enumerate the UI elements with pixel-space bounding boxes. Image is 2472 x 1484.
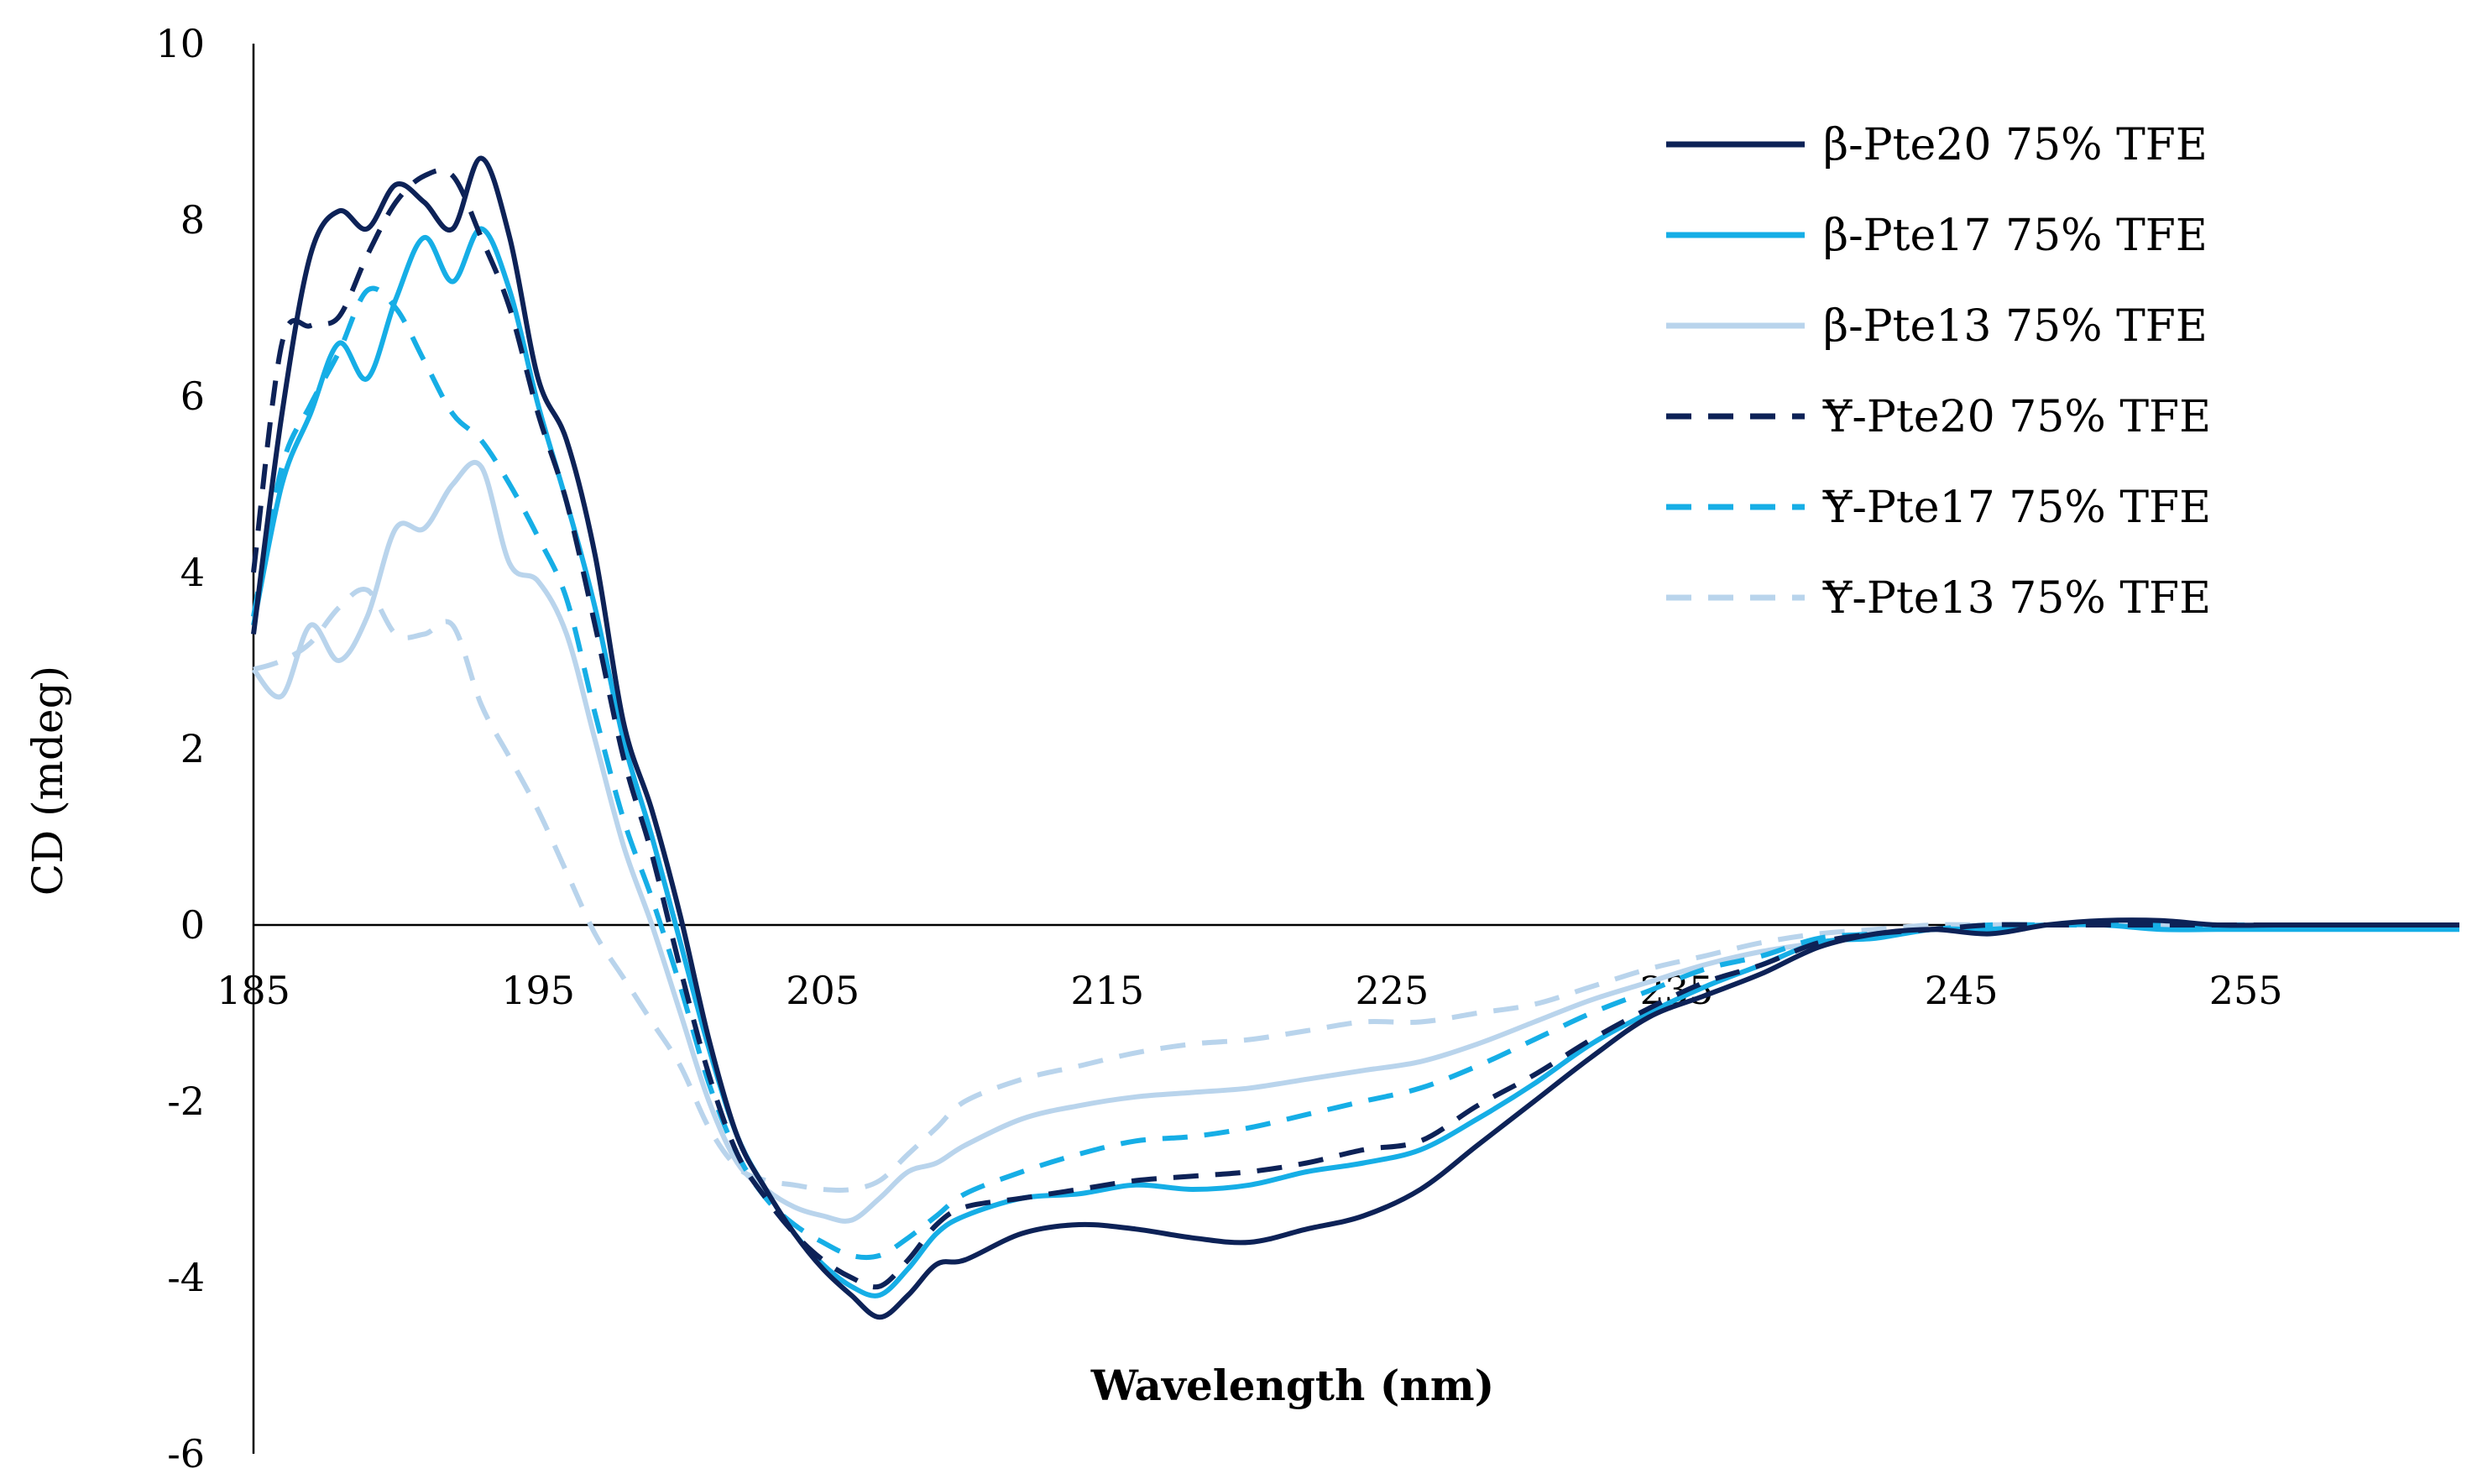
legend-label: Ɏ-Pte17 75% TFE xyxy=(1822,483,2211,533)
y-axis-ticks: 10 8 6 4 2 0 -2 -4 -6 xyxy=(155,21,205,1476)
series-line xyxy=(251,155,2459,1320)
y-tick-label: -6 xyxy=(167,1431,205,1476)
x-tick-label: 245 xyxy=(1925,968,1999,1013)
y-axis-title: CD (mdeg) xyxy=(24,666,72,896)
y-tick-label: 2 xyxy=(180,726,205,771)
x-tick-label: 205 xyxy=(786,968,860,1013)
y-tick-label: 10 xyxy=(155,21,205,66)
x-tick-label: 255 xyxy=(2209,968,2283,1013)
series-lines xyxy=(251,155,2459,1320)
y-tick-label: 4 xyxy=(180,550,205,595)
legend-label: β-Pte13 75% TFE xyxy=(1823,301,2208,352)
y-tick-label: 0 xyxy=(180,902,205,948)
y-tick-label: -4 xyxy=(167,1255,205,1300)
legend-label: Ɏ-Pte13 75% TFE xyxy=(1822,573,2211,624)
x-tick-label: 215 xyxy=(1070,968,1144,1013)
legend-label: β-Pte20 75% TFE xyxy=(1823,120,2208,170)
legend-label: Ɏ-Pte20 75% TFE xyxy=(1822,392,2211,442)
x-axis-title: Wavelength (nm) xyxy=(1090,1361,1495,1410)
series-line xyxy=(253,587,2459,1194)
legend-label: β-Pte17 75% TFE xyxy=(1823,211,2208,261)
legend: β-Pte20 75% TFE β-Pte17 75% TFE β-Pte13 75… xyxy=(1666,120,2211,624)
x-tick-label: 225 xyxy=(1355,968,1429,1013)
series-line xyxy=(251,285,2459,1261)
x-tick-label: 195 xyxy=(501,968,575,1013)
y-tick-label: 8 xyxy=(180,197,205,243)
y-tick-label: -2 xyxy=(167,1079,205,1124)
y-tick-label: 6 xyxy=(180,374,205,419)
